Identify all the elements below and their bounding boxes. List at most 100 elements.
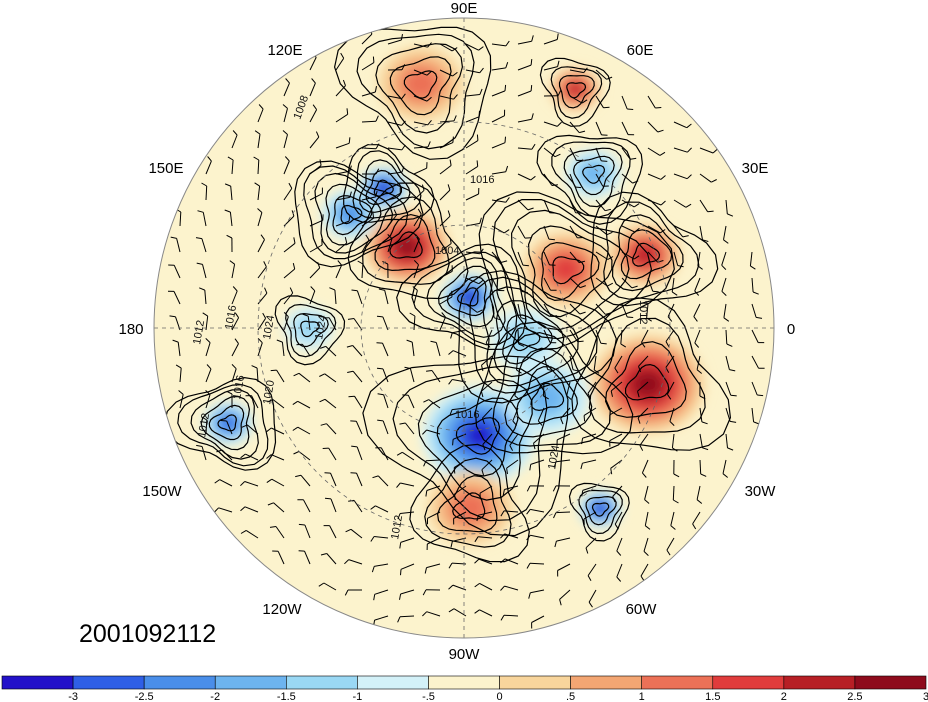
- wind-barb: [231, 134, 238, 149]
- wind-barb: [326, 553, 337, 565]
- map-boundary: [153, 17, 775, 639]
- colorbar-swatch: [1, 675, 74, 690]
- wind-barb-flag: [593, 369, 600, 374]
- wind-barb-flag: [399, 593, 402, 600]
- wind-barb-flag: [633, 255, 640, 260]
- wind-barb: [330, 498, 337, 513]
- lon-label-0: 0: [787, 321, 795, 338]
- wind-barb-flag: [686, 174, 692, 180]
- wind-barb: [610, 381, 623, 392]
- wind-barb: [413, 95, 428, 102]
- wind-barb-flag: [638, 366, 642, 373]
- isobar-line: [527, 225, 613, 318]
- wind-barb-flag: [506, 468, 508, 475]
- wind-barb-flag: [448, 562, 453, 569]
- wind-barb: [647, 121, 659, 133]
- wind-barb-flag: [349, 165, 352, 172]
- wind-barb: [543, 147, 556, 158]
- wind-barb: [751, 303, 757, 318]
- wind-barb-flag: [298, 523, 305, 526]
- wind-barb: [361, 196, 376, 201]
- wind-barb-flag: [601, 160, 608, 162]
- wind-barb: [530, 459, 545, 465]
- wind-barb-flag: [172, 339, 179, 343]
- wind-barb: [612, 485, 623, 497]
- wind-barb: [529, 562, 545, 565]
- wind-barb: [543, 329, 551, 343]
- wind-barb-flag: [686, 123, 692, 129]
- isobar-line: [446, 276, 487, 317]
- lon-label-90w: 90W: [449, 646, 481, 663]
- wind-barb: [517, 118, 532, 123]
- isobar-label: 1012: [191, 319, 207, 345]
- wind-barb: [482, 407, 493, 419]
- isobar-line: [530, 382, 565, 412]
- wind-barb: [439, 243, 452, 253]
- wind-barb: [356, 290, 363, 305]
- wind-barb: [751, 329, 759, 343]
- wind-barb-flag: [616, 550, 622, 556]
- wind-barb-flag: [500, 533, 505, 539]
- anomaly-patch: [397, 238, 417, 256]
- wind-barb-flag: [694, 342, 700, 348]
- wind-barb: [749, 251, 753, 266]
- isobar-label: 1012: [637, 300, 649, 324]
- wind-barb: [205, 160, 212, 175]
- wind-barb-flag: [430, 340, 437, 343]
- wind-barb: [621, 303, 628, 318]
- wind-barb: [361, 217, 374, 227]
- wind-barb: [725, 355, 730, 370]
- wind-barb-flag: [199, 287, 205, 291]
- wind-barb: [465, 303, 478, 313]
- wind-barb: [330, 472, 337, 487]
- wind-barb: [400, 482, 415, 487]
- wind-barb-flag: [665, 341, 670, 348]
- isobar-label: 1004: [435, 245, 459, 257]
- lon-label-60w: 60W: [626, 601, 658, 618]
- wind-barb-flag: [604, 208, 612, 212]
- colorbar: -3 -2.5 -2 -1.5 -1 -.5 0 .5 1 1.5 2 2.5 3: [1, 675, 928, 702]
- anomaly-patch: [551, 256, 581, 282]
- wind-barb-flag: [285, 78, 290, 84]
- wind-barb-flag: [175, 364, 182, 369]
- wind-barb-flag: [251, 365, 258, 369]
- wind-barb: [638, 355, 649, 367]
- isobar-line: [436, 475, 498, 533]
- wind-barb-flag: [284, 156, 290, 162]
- isobar-line: [540, 241, 600, 302]
- wind-barb: [582, 485, 597, 491]
- colorbar-swatch: [357, 675, 429, 690]
- wind-barb-flag: [426, 370, 433, 372]
- wind-barb: [304, 524, 311, 539]
- isobar-line: [389, 231, 423, 259]
- wind-barb: [348, 559, 363, 565]
- wind-barb-flag: [529, 464, 532, 471]
- wind-barb: [569, 95, 583, 104]
- isobar-line: [352, 150, 422, 219]
- wind-barb-flag: [399, 422, 406, 425]
- wind-barb-flag: [214, 479, 220, 484]
- wind-barb-flag: [474, 558, 480, 564]
- wind-barb: [271, 427, 285, 435]
- anomaly-patch: [595, 504, 606, 514]
- isobar-line: [332, 195, 373, 236]
- wind-barb-flag: [500, 558, 506, 564]
- wind-barb: [426, 429, 441, 435]
- wind-barb: [517, 199, 529, 211]
- wind-barb: [583, 407, 597, 416]
- wind-barb-flag: [276, 339, 283, 343]
- wind-barb: [465, 165, 478, 175]
- wind-barb: [231, 159, 234, 175]
- colorbar-tick-label: 3: [923, 691, 928, 702]
- wind-barb: [374, 536, 389, 539]
- wind-barb: [382, 342, 389, 357]
- wind-barb-flag: [659, 229, 666, 234]
- wind-barb: [413, 315, 416, 331]
- isobar-line: [457, 287, 479, 307]
- wind-barb-flag: [348, 395, 355, 398]
- wind-barb-flag: [396, 482, 401, 488]
- wind-barb: [671, 433, 675, 448]
- colorbar-swatch: [286, 675, 358, 690]
- isobar-line: [303, 165, 409, 260]
- colorbar-tick-label: 1.5: [705, 691, 720, 702]
